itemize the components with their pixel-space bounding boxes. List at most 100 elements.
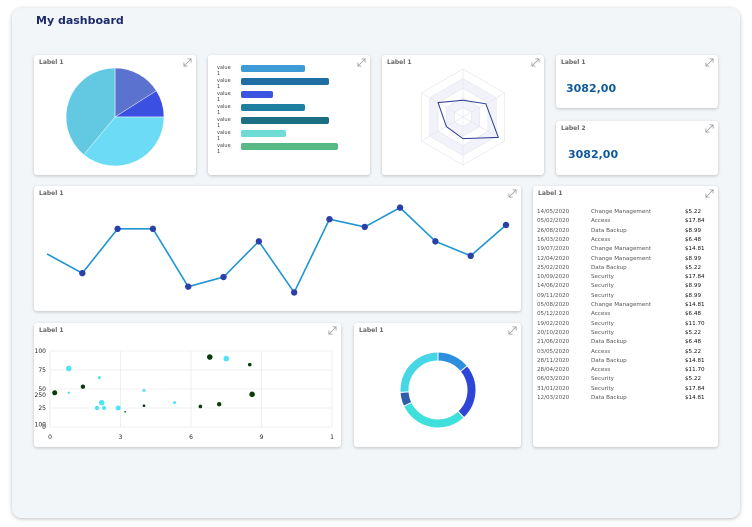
- line-point-3: [149, 225, 157, 233]
- table-cell-category: Security: [591, 320, 614, 327]
- table-cell-amount: $5.22: [685, 376, 702, 383]
- table-cell-date: 25/02/2020: [537, 264, 570, 271]
- scatter-x-tick: 9: [260, 434, 264, 441]
- bar-0: [241, 65, 305, 72]
- donut-card: Label 1: [354, 323, 521, 447]
- table-cell-category: Access: [591, 311, 611, 318]
- table-row: 16/03/2020 Access $6.48: [537, 237, 707, 246]
- pie-slice-2: [83, 116, 165, 167]
- table-cell-amount: $17.84: [685, 274, 705, 281]
- card-label: Label 1: [387, 59, 412, 66]
- bar-label: value 1: [217, 65, 231, 77]
- scatter-y-tick: 50: [38, 386, 46, 393]
- expand-icon[interactable]: [705, 58, 714, 67]
- scatter-point-16: [223, 355, 230, 362]
- scatter-y-tick-extra: 100: [35, 421, 47, 428]
- line-point-11: [432, 238, 439, 245]
- table-cell-amount: $17.84: [685, 218, 705, 225]
- table-row: 20/10/2020 Security $5.22: [537, 330, 707, 339]
- table-cell-date: 05/08/2020: [537, 302, 570, 308]
- donut-slice-2: [402, 401, 465, 429]
- expand-icon[interactable]: [531, 58, 540, 67]
- scatter-point-9: [124, 411, 126, 413]
- table-card: Label 1 14/05/2020 Change Management $5.22…: [533, 186, 718, 447]
- pie-slice-3: [65, 67, 116, 156]
- line-point-7: [290, 289, 298, 296]
- table-cell-amount: $17.84: [685, 385, 705, 392]
- expand-icon[interactable]: [183, 58, 192, 67]
- scatter-point-1: [66, 365, 72, 372]
- table-cell-amount: $6.48: [685, 236, 702, 243]
- table-row: 19/02/2020 Security $11.70: [537, 321, 707, 330]
- card-label: Label 1: [359, 327, 384, 334]
- scatter-x-tick: 1: [330, 434, 334, 441]
- scatter-point-11: [142, 404, 146, 408]
- bar-5: [241, 130, 286, 137]
- radar-axis: [421, 92, 464, 118]
- scatter-point-13: [198, 404, 203, 409]
- table-row: 06/03/2020 Security $5.22: [537, 376, 707, 385]
- table-cell-category: Change Management: [591, 246, 652, 253]
- card-label: Label 2: [561, 125, 586, 132]
- table-cell-amount: $5.22: [685, 209, 702, 215]
- table-row: 14/06/2020 Security $8.99: [537, 283, 707, 292]
- line-point-9: [361, 223, 368, 231]
- bar-1: [241, 78, 329, 85]
- radar-axis: [462, 92, 505, 118]
- line-point-4: [185, 283, 192, 290]
- table-cell-date: 06/03/2020: [537, 376, 570, 383]
- table-row: 26/08/2020 Data Backup $8.99: [537, 228, 707, 237]
- scatter-x-tick: 0: [48, 434, 52, 441]
- table-row: 05/08/2020 Change Management $14.81: [537, 302, 707, 311]
- scatter-y-tick: 75: [38, 367, 46, 374]
- pie-chart: [65, 67, 165, 167]
- table-cell-category: Access: [591, 367, 611, 374]
- bar-label: value 1: [217, 78, 231, 90]
- expand-icon[interactable]: [357, 58, 366, 67]
- table-cell-category: Change Management: [591, 255, 652, 262]
- table-cell-amount: $5.22: [685, 348, 702, 355]
- bar-label: value 1: [217, 104, 231, 116]
- expand-icon[interactable]: [705, 124, 714, 133]
- pie-slice-0: [114, 67, 157, 118]
- table-cell-category: Security: [591, 283, 614, 290]
- table-cell-category: Security: [591, 376, 614, 383]
- bar-2: [241, 91, 273, 98]
- table-cell-date: 05/12/2020: [537, 311, 570, 318]
- table-cell-amount: $11.70: [685, 320, 705, 327]
- table-row: 10/09/2020 Security $17.84: [537, 274, 707, 283]
- expand-icon[interactable]: [705, 189, 714, 198]
- table-cell-date: 14/05/2020: [537, 209, 570, 215]
- table-cell-date: 03/05/2020: [537, 348, 570, 355]
- table-row: 28/04/2020 Access $11.70: [537, 367, 707, 376]
- table-cell-category: Change Management: [591, 302, 652, 308]
- table-cell-date: 19/07/2020: [537, 246, 570, 253]
- expand-icon[interactable]: [508, 326, 517, 335]
- table-cell-amount: $8.99: [685, 227, 702, 234]
- line-card: Label 1: [34, 186, 521, 311]
- scatter-point-8: [115, 405, 121, 411]
- stat-value: 3082,00: [566, 82, 617, 95]
- table-cell-category: Security: [591, 292, 614, 299]
- table-cell-amount: $6.48: [685, 311, 702, 318]
- table-cell-amount: $14.81: [685, 395, 705, 401]
- table-cell-date: 19/02/2020: [537, 320, 570, 327]
- line-point-2: [114, 225, 121, 233]
- table-cell-category: Data Backup: [591, 357, 627, 364]
- table-row: 09/11/2020 Security $8.99: [537, 293, 707, 302]
- table-cell-amount: $6.48: [685, 339, 702, 346]
- table-cell-category: Data Backup: [591, 264, 627, 271]
- table-cell-date: 26/08/2020: [537, 227, 570, 234]
- line-point-1: [79, 269, 86, 277]
- table-row: 28/11/2020 Data Backup $14.81: [537, 358, 707, 367]
- table-cell-date: 21/06/2020: [537, 339, 570, 346]
- table-cell-category: Access: [591, 348, 611, 355]
- scatter-point-4: [97, 376, 101, 380]
- table-cell-amount: $8.99: [685, 292, 702, 299]
- table-row: 31/01/2020 Security $17.84: [537, 386, 707, 395]
- scatter-point-15: [217, 402, 222, 407]
- expand-icon[interactable]: [328, 326, 337, 335]
- expand-icon[interactable]: [508, 189, 517, 198]
- scatter-point-2: [67, 391, 70, 394]
